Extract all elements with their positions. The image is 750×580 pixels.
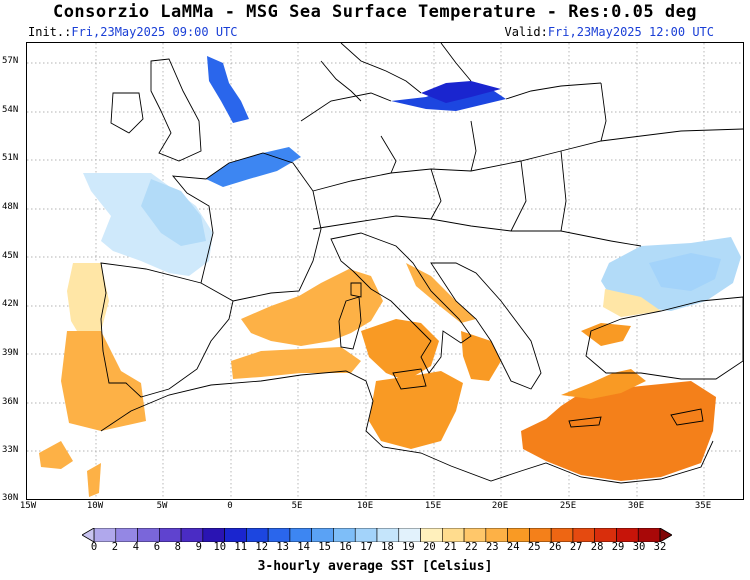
colorbar-tick-label: 8 — [174, 541, 182, 553]
colorbar-tick-label: 0 — [90, 541, 98, 553]
colorbar-left-arrow — [82, 528, 95, 542]
colorbar-cell — [463, 528, 487, 542]
init-label: Init.: — [28, 25, 72, 39]
colorbar-tick-label: 13 — [276, 541, 289, 553]
init-time: Init.:Fri,23May2025 09:00 UTC — [28, 25, 238, 39]
colorbar-cell — [93, 528, 117, 542]
colorbar-cell — [333, 528, 356, 542]
colorbar-cell — [159, 528, 182, 542]
colorbar-cell — [529, 528, 552, 542]
lat-label: 33N — [2, 445, 19, 455]
colorbar-tick-label: 25 — [527, 541, 541, 553]
map-title: Consorzio LaMMa - MSG Sea Surface Temper… — [52, 2, 698, 22]
colorbar-cell — [224, 528, 247, 542]
colorbar-cell — [637, 528, 661, 542]
colorbar-cell — [550, 528, 574, 542]
colorbar-cell — [594, 528, 617, 542]
valid-value: Fri,23May2025 12:00 UTC — [547, 25, 714, 39]
coastlines — [100, 43, 743, 484]
colorbar-tick-label: 11 — [234, 541, 248, 553]
colorbar-cells — [93, 528, 661, 542]
valid-label: Valid: — [504, 25, 548, 39]
lon-label: 15E — [424, 501, 442, 511]
colorbar — [82, 528, 672, 542]
colorbar-tick-label: 14 — [297, 541, 310, 553]
colorbar-cell — [442, 528, 465, 542]
sst-field — [39, 56, 741, 497]
map-canvas — [27, 43, 743, 499]
colorbar-tick-label: 20 — [423, 541, 436, 553]
colorbar-tick-label: 12 — [255, 541, 269, 553]
lon-label: 35E — [694, 501, 712, 511]
colorbar-tick-label: 26 — [548, 541, 562, 553]
colorbar-cell — [246, 528, 269, 542]
colorbar-cell — [616, 528, 639, 542]
colorbar-tick-label: 2 — [111, 541, 119, 553]
colorbar-cell — [420, 528, 443, 542]
colorbar-cell — [485, 528, 508, 542]
lat-label: 54N — [2, 105, 19, 115]
colorbar-tick-label: 24 — [506, 541, 520, 553]
colorbar-tick-label: 9 — [195, 541, 202, 553]
colorbar-tick-label: 18 — [381, 541, 394, 553]
valid-time: Valid:Fri,23May2025 12:00 UTC — [504, 25, 714, 39]
colorbar-tick-label: 30 — [632, 541, 646, 553]
lat-label: 39N — [2, 348, 19, 358]
lon-label: 10W — [86, 501, 104, 511]
lat-label: 45N — [2, 251, 19, 261]
colorbar-tick-label: 10 — [213, 541, 227, 553]
colorbar-tick-label: 16 — [339, 541, 352, 553]
lat-label: 57N — [2, 56, 19, 66]
lat-label: 36N — [2, 397, 19, 407]
colorbar-tick-label: 32 — [653, 541, 667, 553]
colorbar-right-arrow — [659, 528, 672, 542]
lon-label: 15W — [19, 501, 37, 511]
colorbar-tick-label: 27 — [569, 541, 583, 553]
colorbar-tick-label: 15 — [318, 541, 331, 553]
colorbar-cell — [572, 528, 595, 542]
colorbar-tick-label: 6 — [153, 541, 161, 553]
lon-label: 30E — [627, 501, 645, 511]
colorbar-tick-label: 4 — [132, 541, 140, 553]
colorbar-cell — [180, 528, 204, 542]
colorbar-cell — [115, 528, 138, 542]
lon-label: 5E — [291, 501, 303, 511]
colorbar-cell — [202, 528, 225, 542]
colorbar-title: 3-hourly average SST [Celsius] — [257, 559, 493, 574]
colorbar-cell — [507, 528, 530, 542]
lon-label: 25E — [559, 501, 577, 511]
colorbar-cell — [267, 528, 291, 542]
sst-map — [26, 42, 744, 500]
lat-label: 30N — [2, 493, 19, 503]
init-value: Fri,23May2025 09:00 UTC — [71, 25, 238, 39]
colorbar-tick-label: 22 — [465, 541, 478, 553]
colorbar-tick-label: 21 — [444, 541, 457, 553]
colorbar-cell — [398, 528, 421, 542]
lon-label: 20E — [491, 501, 509, 511]
lon-label: 5W — [156, 501, 168, 511]
lon-label: 10E — [356, 501, 374, 511]
lat-label: 48N — [2, 202, 19, 212]
colorbar-cell — [289, 528, 312, 542]
colorbar-cell — [376, 528, 400, 542]
lon-label: 0 — [227, 501, 233, 511]
colorbar-cell — [137, 528, 160, 542]
colorbar-tick-label: 17 — [360, 541, 373, 553]
colorbar-tick-label: 19 — [402, 541, 415, 553]
colorbar-cell — [311, 528, 334, 542]
colorbar-tick-label: 23 — [485, 541, 499, 553]
colorbar-tick-label: 29 — [611, 541, 625, 553]
colorbar-cell — [354, 528, 378, 542]
colorbar-tick-label: 28 — [590, 541, 604, 553]
lat-label: 42N — [2, 299, 19, 309]
lat-label: 51N — [2, 153, 19, 163]
